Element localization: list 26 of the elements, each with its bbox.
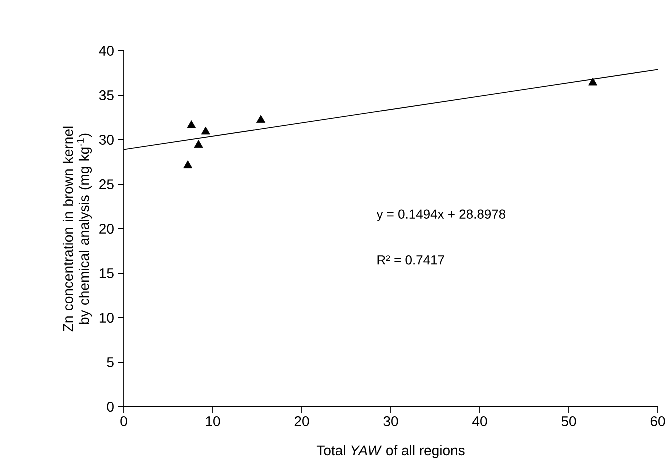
- y-tick-label: 20: [100, 224, 114, 234]
- point: [256, 115, 266, 124]
- x-tick-label: 30: [384, 416, 398, 426]
- x-tick-label: 0: [120, 416, 128, 426]
- x-tick-label: 20: [294, 416, 310, 426]
- y-tick-label: 40: [99, 46, 114, 56]
- y-tick-label: 15: [100, 268, 114, 278]
- y-tick-label: 25: [100, 180, 114, 190]
- y-tick-label: 10: [100, 313, 114, 323]
- x-axis-title: Total YAW of all regions: [316, 445, 465, 458]
- y-tick-label: 35: [99, 90, 114, 100]
- annotation: R² = 0.7417: [378, 256, 444, 265]
- x-tick-label: 40: [472, 416, 488, 426]
- point: [187, 120, 196, 128]
- y-tick-label: 5: [107, 358, 114, 368]
- y-tick-label: 30: [99, 135, 114, 145]
- point: [201, 126, 210, 135]
- x-tick-label: 10: [206, 416, 220, 426]
- point: [184, 160, 193, 169]
- y-axis-title: Zn concentration in brown kernel by chemical analysis (mg kg$^{-1}$): [62, 126, 92, 332]
- y-tick-label: 0: [107, 402, 114, 412]
- x-tick-label: 50: [562, 416, 576, 426]
- annotation: y = 0.1494x + 28.8978: [376, 210, 506, 222]
- x-tick-label: 60: [650, 416, 666, 426]
- point: [588, 78, 598, 86]
- point: [194, 140, 204, 148]
